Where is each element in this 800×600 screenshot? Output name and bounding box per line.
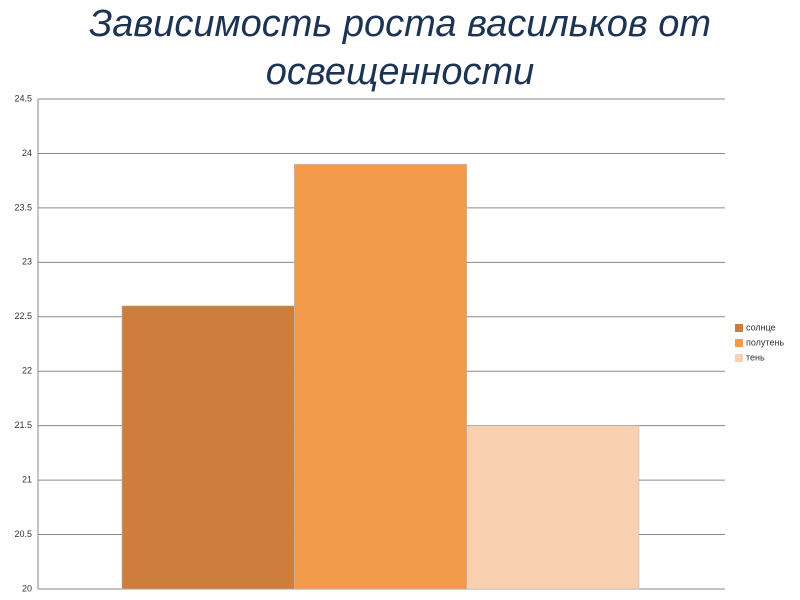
y-tick-label: 20.5 (14, 529, 32, 539)
legend-label: солнце (746, 322, 776, 332)
legend-label: тень (746, 352, 765, 362)
y-tick-label: 22.5 (14, 311, 32, 321)
bar (466, 425, 640, 590)
y-tick-label: 22 (22, 366, 32, 376)
y-tick-label: 23 (22, 257, 32, 267)
y-tick-label: 21 (22, 474, 32, 484)
y-tick-label: 24 (22, 148, 32, 158)
legend-swatch (735, 354, 743, 362)
y-tick-label: 20 (22, 583, 32, 593)
y-tick-label: 23.5 (14, 202, 32, 212)
legend-swatch (735, 339, 743, 347)
bar (294, 164, 467, 590)
bar (121, 305, 295, 590)
chart-title: Зависимость роста васильков от освещенно… (88, 3, 712, 93)
y-tick-label: 21.5 (14, 420, 32, 430)
y-tick-label: 24.5 (14, 93, 32, 103)
legend-label: полутень (746, 337, 784, 347)
legend-swatch (735, 324, 743, 332)
